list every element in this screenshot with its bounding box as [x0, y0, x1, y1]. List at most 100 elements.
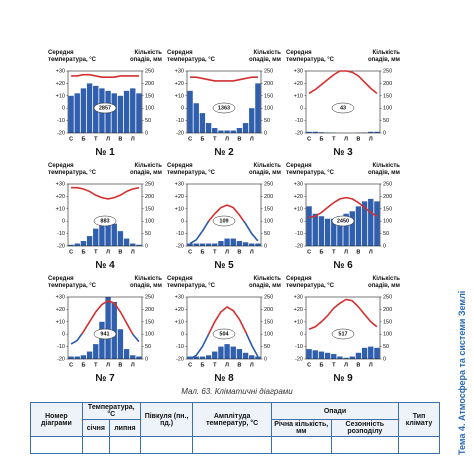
y-tick-label: +30 — [175, 68, 184, 74]
y2-tick-label: 250 — [383, 181, 392, 187]
x-tick-label: Т — [213, 136, 217, 142]
y-tick-label: 0 — [62, 219, 65, 225]
y2-axis-label: Кількість опадів, мм — [248, 276, 281, 289]
precip-bar — [224, 130, 230, 133]
x-tick-label: В — [237, 249, 241, 255]
precip-bar — [68, 356, 74, 359]
x-tick-label: Б — [81, 362, 85, 368]
precip-bar — [218, 346, 224, 359]
y2-tick-label: 200 — [264, 81, 273, 87]
y-tick-label: +20 — [175, 194, 184, 200]
y-tick-label: 0 — [300, 219, 303, 225]
chart-title: № 5 — [214, 260, 234, 271]
y2-tick-label: 200 — [145, 81, 154, 87]
y2-tick-label: 200 — [383, 194, 392, 200]
chart-title: № 9 — [333, 373, 353, 384]
x-tick-label: В — [118, 249, 122, 255]
total-oval — [212, 328, 236, 340]
y-tick-label: -20 — [176, 356, 184, 362]
table-subheader: Сезонність розподілу — [330, 419, 400, 437]
table-header: Амплітуда температур, °C — [192, 402, 272, 437]
y2-tick-label: 50 — [383, 118, 389, 124]
y-tick-label: -10 — [295, 118, 303, 124]
x-tick-label: С — [188, 136, 192, 142]
x-tick-label: В — [356, 136, 360, 142]
precip-bar — [99, 221, 105, 246]
precip-bar — [249, 108, 255, 133]
y2-tick-label: 150 — [383, 319, 392, 325]
y2-tick-label: 0 — [145, 243, 148, 249]
y-tick-label: -20 — [295, 356, 303, 362]
y2-tick-label: 0 — [383, 243, 386, 249]
y-tick-label: +10 — [175, 93, 184, 99]
precip-bar — [255, 83, 261, 133]
precip-bar — [86, 83, 93, 133]
precip-bar — [331, 354, 337, 359]
x-tick-label: Т — [332, 362, 336, 368]
x-tick-label: Б — [319, 249, 323, 255]
precip-bar — [86, 236, 93, 246]
precip-bar — [355, 206, 362, 246]
y2-tick-label: 200 — [383, 81, 392, 87]
precip-bar — [318, 132, 325, 133]
y2-tick-label: 50 — [264, 118, 270, 124]
y-tick-label: +30 — [56, 68, 65, 74]
plot-frame — [186, 70, 262, 134]
precip-bar — [74, 93, 80, 133]
y-tick-label: +20 — [56, 81, 65, 87]
plot-frame — [67, 183, 143, 247]
y-tick-label: -10 — [57, 118, 65, 124]
y-tick-label: -10 — [176, 231, 184, 237]
x-tick-label: В — [356, 249, 360, 255]
plot: -20 -10 0 +10 +20 +30 0 50 100 150 200 250 С Б Т Л В Л 109 — [175, 181, 274, 255]
y-tick-label: -10 — [176, 118, 184, 124]
precip-bar — [242, 242, 249, 246]
precip-bar — [224, 344, 230, 359]
y-tick-label: +30 — [294, 181, 303, 187]
y-tick-label: -10 — [176, 344, 184, 350]
precip-bar — [312, 350, 318, 359]
x-tick-label: Б — [319, 362, 323, 368]
precip-bar — [130, 243, 136, 246]
y2-tick-label: 50 — [145, 118, 151, 124]
y-tick-label: 0 — [181, 332, 184, 338]
y-tick-label: +20 — [294, 307, 303, 313]
temperature-line — [190, 76, 258, 82]
y-tick-label: -10 — [57, 231, 65, 237]
y2-tick-label: 150 — [145, 93, 154, 99]
caption: Мал. 63. Кліматичні діаграми — [181, 387, 293, 396]
precip-bar — [74, 243, 80, 246]
x-tick-label: Л — [106, 249, 110, 255]
precip-bar — [105, 218, 111, 246]
precip-bar — [230, 346, 236, 359]
y-tick-label: -10 — [295, 344, 303, 350]
y-axis-label: Середня температура, °C — [48, 163, 97, 176]
precip-bar — [312, 213, 318, 246]
y2-tick-label: 150 — [264, 319, 273, 325]
precip-bar — [199, 356, 206, 359]
precip-bar — [337, 356, 343, 359]
y2-tick-label: 0 — [145, 130, 148, 136]
y-tick-label: +20 — [56, 307, 65, 313]
precip-bar — [224, 238, 230, 246]
climate-chart: Середня температура, °C Кількість опадів,… — [284, 50, 402, 161]
y-tick-label: -10 — [295, 231, 303, 237]
total-label: 1363 — [218, 105, 230, 111]
total-label: 504 — [219, 331, 229, 337]
temperature-line — [189, 204, 259, 245]
x-tick-label: С — [188, 362, 192, 368]
total-label: 517 — [338, 331, 347, 337]
y2-tick-label: 150 — [145, 319, 154, 325]
precip-bar — [349, 356, 355, 359]
temperature-line — [71, 186, 140, 200]
x-tick-label: С — [307, 249, 311, 255]
precip-bar — [306, 206, 312, 246]
precip-bar — [130, 355, 136, 359]
plot: -20 -10 0 +10 +20 +30 0 50 100 150 200 250 С Б Т Л В Л 883 — [56, 181, 155, 255]
x-tick-label: Л — [225, 249, 229, 255]
precip-bar — [249, 355, 255, 359]
y2-tick-label: 100 — [264, 332, 273, 338]
precip-bar — [136, 244, 142, 246]
precip-bar — [193, 243, 199, 246]
y2-axis-label: Кількість опадів, мм — [367, 163, 400, 176]
